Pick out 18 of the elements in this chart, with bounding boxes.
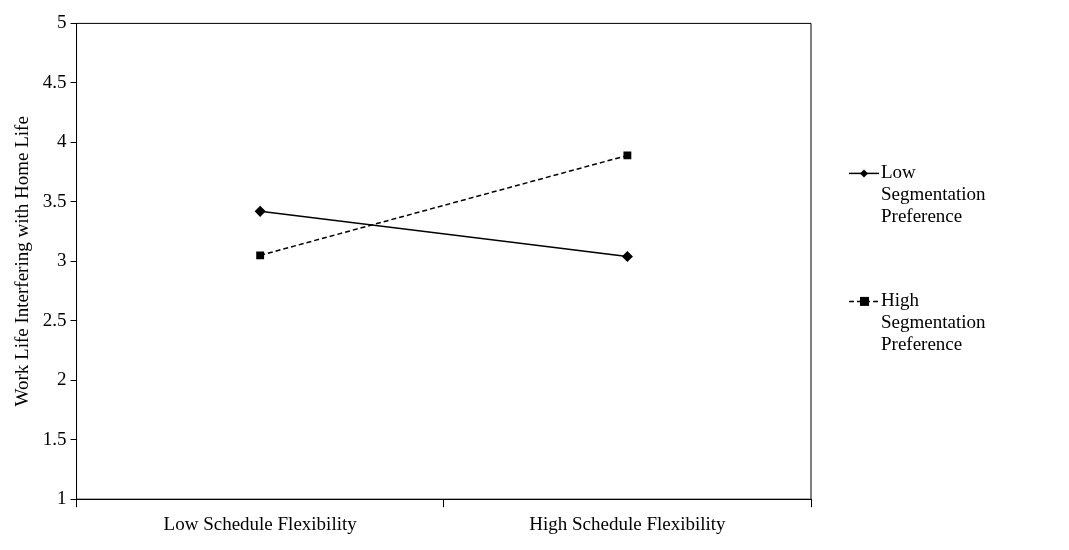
point: [622, 251, 633, 262]
y-tick-label: 4.5: [42, 70, 67, 92]
y-tick-label: 3: [57, 249, 67, 271]
x-tick-label: High Schedule Flexibility: [529, 512, 727, 534]
y-tick-label: 1.5: [42, 427, 67, 449]
legend-label: Low Segmentation Preference: [881, 161, 986, 227]
y-tick-label: 3.5: [42, 189, 67, 211]
legend-label: High Segmentation Preference: [881, 289, 986, 355]
y-tick-label: 5: [57, 11, 67, 33]
point: [623, 151, 632, 160]
y-tick-label: 2.5: [42, 308, 67, 330]
y-tick-label: 2: [57, 368, 67, 390]
y-tick-label: 1: [57, 487, 67, 509]
x-tick-label: Low Schedule Flexibility: [163, 512, 358, 534]
point: [254, 206, 266, 217]
y-tick-label: 4: [57, 130, 68, 152]
y-axis-title: Work Life Interfering with Home Life: [11, 116, 33, 407]
point: [256, 251, 265, 260]
